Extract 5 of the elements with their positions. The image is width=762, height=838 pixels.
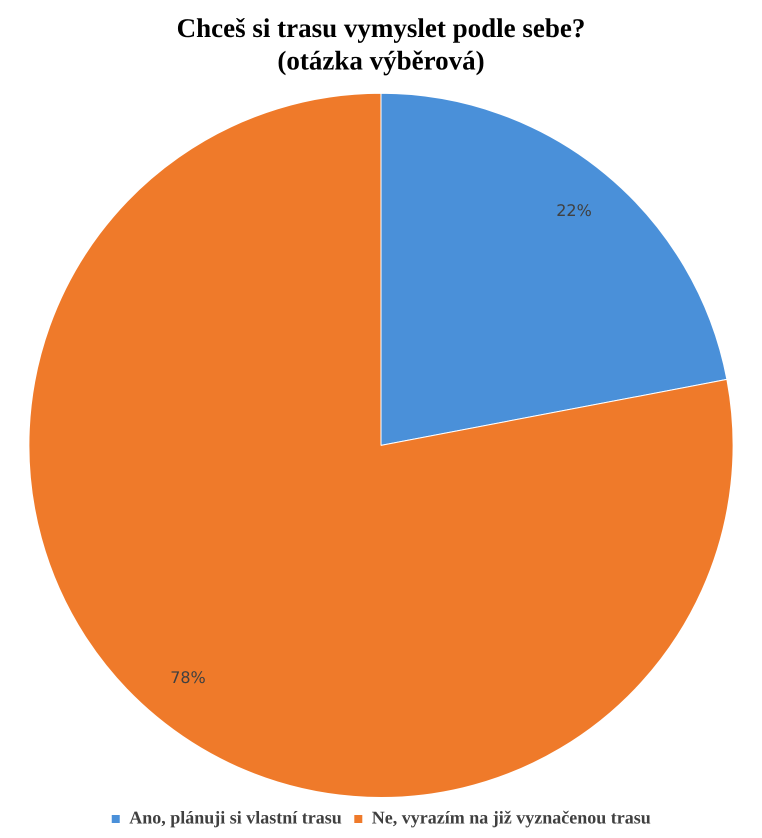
legend-label: Ne, vyrazím na již vyznačenou trasu	[372, 808, 651, 828]
chart-title: Chceš si trasu vymyslet podle sebe? (otázka výběrová)	[176, 13, 586, 76]
data-label: 22%	[556, 201, 592, 220]
legend-label: Ano, plánuji si vlastní trasu	[129, 808, 342, 828]
data-label: 78%	[170, 668, 206, 687]
